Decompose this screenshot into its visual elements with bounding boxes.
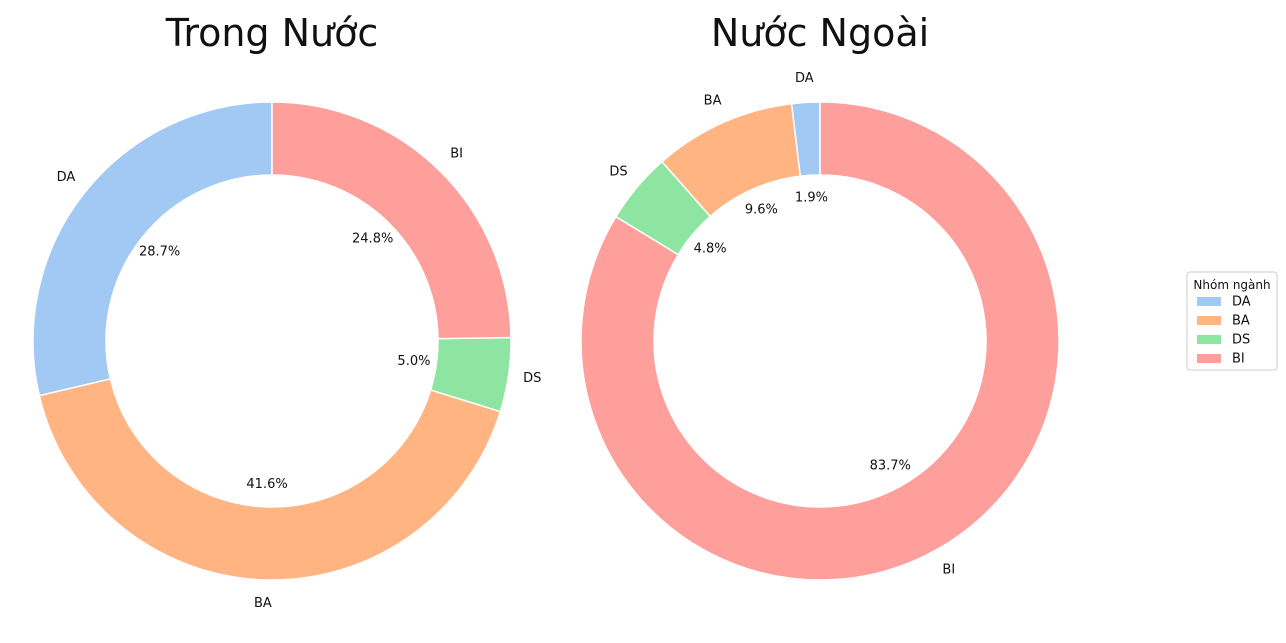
legend-frame [1186,271,1278,371]
slice-label-da: DA [57,170,76,185]
legend-label-da: DA [1232,295,1251,310]
legend-swatch-ba [1197,316,1221,325]
legend-label-ds: DS [1232,333,1250,348]
legend-swatch-ds [1197,335,1221,344]
slice-label-bi: BI [942,563,955,578]
pct-label-ba: 41.6% [246,477,287,492]
legend-swatch-bi [1197,354,1221,363]
pct-label-ba: 9.6% [745,203,778,218]
chart-title-trong-nuoc: Trong Nước [165,11,379,55]
pct-label-ds: 5.0% [397,354,430,369]
pct-label-da: 1.9% [795,190,828,205]
slice-bi [271,101,512,340]
slice-label-da: DA [795,71,814,86]
legend-label-bi: BI [1232,352,1245,367]
legend-swatch-da [1197,297,1221,306]
slice-ba [38,378,502,581]
slice-label-ds: DS [609,165,627,180]
pct-label-bi: 24.8% [352,231,393,246]
slice-label-ds: DS [523,371,541,386]
pct-label-ds: 4.8% [694,241,727,256]
slice-da [32,101,273,397]
chart-title-nuoc-ngoai: Nước Ngoài [711,11,929,55]
slice-label-ba: BA [704,94,722,109]
donut-nuoc-ngoai: DA 1.9% BA 9.6% DS 4.8% BI 83.7% [580,71,1060,581]
donut-trong-nuoc: DA 28.7% BA 41.6% DS 5.0% BI 24.8% [32,101,541,611]
legend-title: Nhóm ngành [1193,278,1270,292]
legend: Nhóm ngành DA BA DS BI [1186,271,1278,371]
slice-bi [580,101,1060,581]
slice-label-ba: BA [254,596,272,611]
pct-label-bi: 83.7% [870,459,911,474]
legend-label-ba: BA [1232,314,1250,329]
slice-label-bi: BI [450,146,463,161]
pct-label-da: 28.7% [139,244,180,259]
